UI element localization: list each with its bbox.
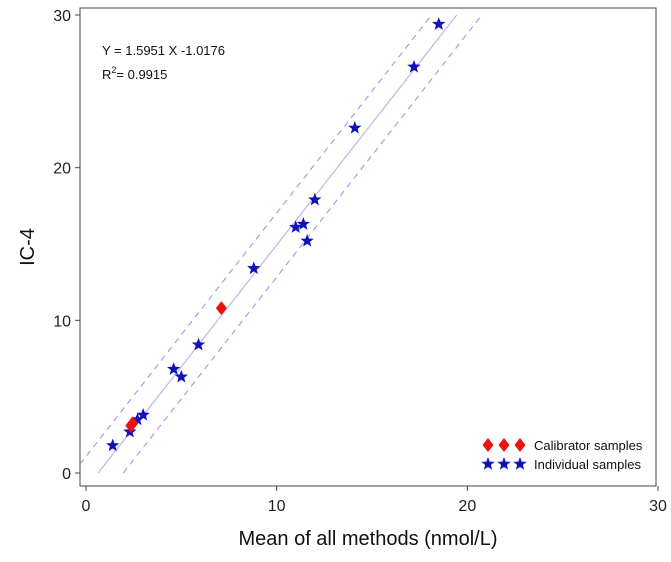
legend-marker <box>513 457 527 470</box>
legend: Calibrator samples Individual samples <box>481 438 643 472</box>
individual-point <box>300 233 314 247</box>
r2-prefix: R <box>102 67 111 82</box>
r2-value: = 0.9915 <box>116 67 167 82</box>
y-tick-label: 30 <box>53 8 71 25</box>
legend-label: Calibrator samples <box>534 438 643 453</box>
r2-annotation: R2= 0.9915 <box>102 65 167 82</box>
legend-label: Individual samples <box>534 457 641 472</box>
data-points <box>106 17 446 452</box>
calibrator-point <box>127 416 139 431</box>
individual-point <box>174 369 188 383</box>
axis-ticks: 0 10 20 30 0 10 20 30 <box>53 8 667 515</box>
upper-band-line <box>80 14 433 466</box>
individual-point <box>130 412 145 426</box>
individual-point <box>308 192 322 206</box>
individual-point <box>407 59 421 73</box>
lower-band-line <box>122 14 483 474</box>
regression-lines <box>80 14 483 474</box>
legend-marker <box>514 438 526 452</box>
x-tick-label: 0 <box>82 498 91 515</box>
equation-annotation: Y = 1.5951 X -1.0176 <box>102 43 225 58</box>
legend-marker <box>497 457 511 470</box>
calibrator-point <box>215 301 227 316</box>
y-tick-label: 0 <box>62 466 71 483</box>
x-tick-label: 10 <box>268 498 286 515</box>
y-axis-title: IC-4 <box>17 228 39 266</box>
legend-marker <box>498 438 510 452</box>
legend-marker <box>482 438 494 452</box>
individual-point <box>106 438 120 452</box>
r2-superscript: 2 <box>111 65 116 75</box>
y-tick-label: 10 <box>53 313 71 330</box>
legend-marker <box>481 457 495 470</box>
fit-line <box>97 14 458 474</box>
individual-point <box>348 120 362 134</box>
x-tick-label: 20 <box>458 498 476 515</box>
y-tick-label: 20 <box>53 161 71 178</box>
plot-frame <box>79 7 657 487</box>
individual-point <box>247 261 261 275</box>
individual-point <box>289 220 303 233</box>
individual-point <box>136 407 150 421</box>
individual-point <box>191 337 206 351</box>
x-axis-title: Mean of all methods (nmol/L) <box>238 528 497 550</box>
individual-point <box>432 17 446 30</box>
individual-point <box>167 362 181 375</box>
individual-point <box>296 217 311 230</box>
x-tick-label: 30 <box>649 498 667 515</box>
